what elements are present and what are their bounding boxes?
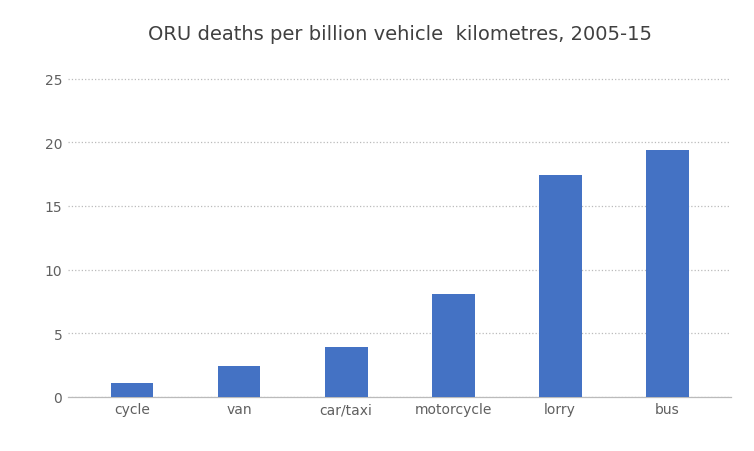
Bar bbox=[432, 294, 474, 397]
Bar bbox=[111, 383, 154, 397]
Title: ORU deaths per billion vehicle  kilometres, 2005-15: ORU deaths per billion vehicle kilometre… bbox=[148, 25, 651, 44]
Bar bbox=[325, 347, 367, 397]
Bar bbox=[539, 176, 581, 397]
Bar bbox=[218, 366, 260, 397]
Bar bbox=[645, 151, 688, 397]
